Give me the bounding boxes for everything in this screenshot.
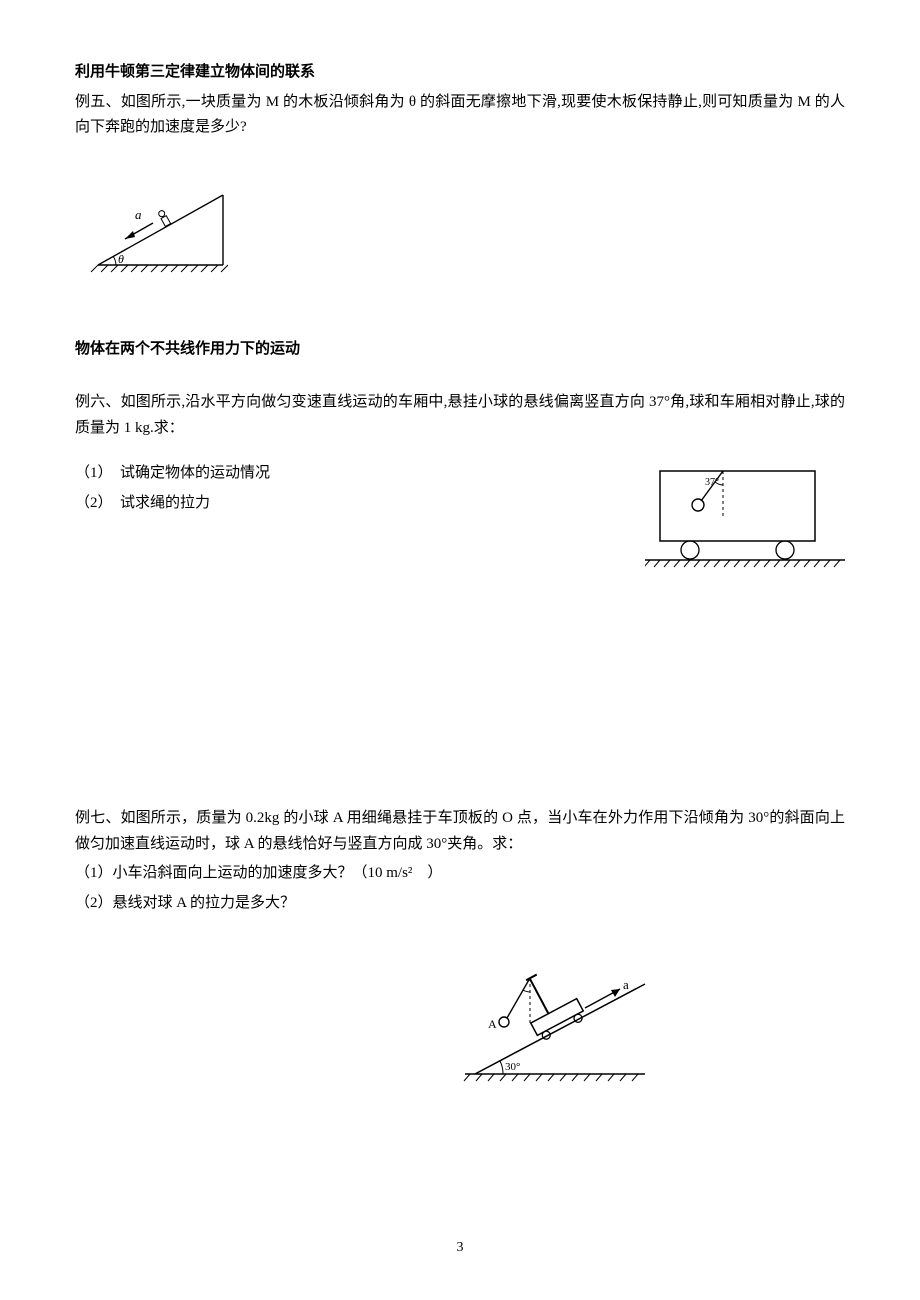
section2-title: 物体在两个不共线作用力下的运动 bbox=[75, 337, 845, 363]
figure-2-cart: 37° bbox=[645, 461, 845, 576]
theta-label: θ bbox=[118, 252, 124, 266]
problem6-text: 例六、如图所示,沿水平方向做匀变速直线运动的车厢中,悬挂小球的悬线偏离竖直方向 … bbox=[75, 390, 845, 441]
problem7-q1: （1）小车沿斜面向上运动的加速度多大？（10 m/s² ） bbox=[75, 861, 845, 887]
angle-37: 37° bbox=[705, 477, 719, 488]
page-number: 3 bbox=[0, 1236, 920, 1260]
angle-30: 30° bbox=[505, 1061, 520, 1073]
figure-1-incline: θ a bbox=[83, 177, 845, 277]
problem7-text: 例七、如图所示，质量为 0.2kg 的小球 A 用细绳悬挂于车顶板的 O 点，当… bbox=[75, 806, 845, 857]
cart-svg: 37° bbox=[645, 461, 845, 576]
problem6-q1: （1） 试确定物体的运动情况 bbox=[75, 461, 605, 487]
figure-3-cart-incline: 30° A a bbox=[455, 956, 845, 1091]
label-A: A bbox=[488, 1017, 497, 1031]
problem7-q2: （2）悬线对球 A 的拉力是多大？ bbox=[75, 891, 845, 917]
section1-title: 利用牛顿第三定律建立物体间的联系 bbox=[75, 60, 845, 86]
incline-svg: θ a bbox=[83, 177, 253, 277]
label-a: a bbox=[623, 977, 629, 992]
problem5-text: 例五、如图所示,一块质量为 M 的木板沿倾斜角为 θ 的斜面无摩擦地下滑,现要使… bbox=[75, 90, 845, 141]
incline-cart-svg: 30° A a bbox=[455, 956, 665, 1091]
problem6-q2: （2） 试求绳的拉力 bbox=[75, 491, 605, 517]
page-root: 利用牛顿第三定律建立物体间的联系 例五、如图所示,一块质量为 M 的木板沿倾斜角… bbox=[0, 0, 920, 1300]
a-label: a bbox=[135, 207, 142, 222]
